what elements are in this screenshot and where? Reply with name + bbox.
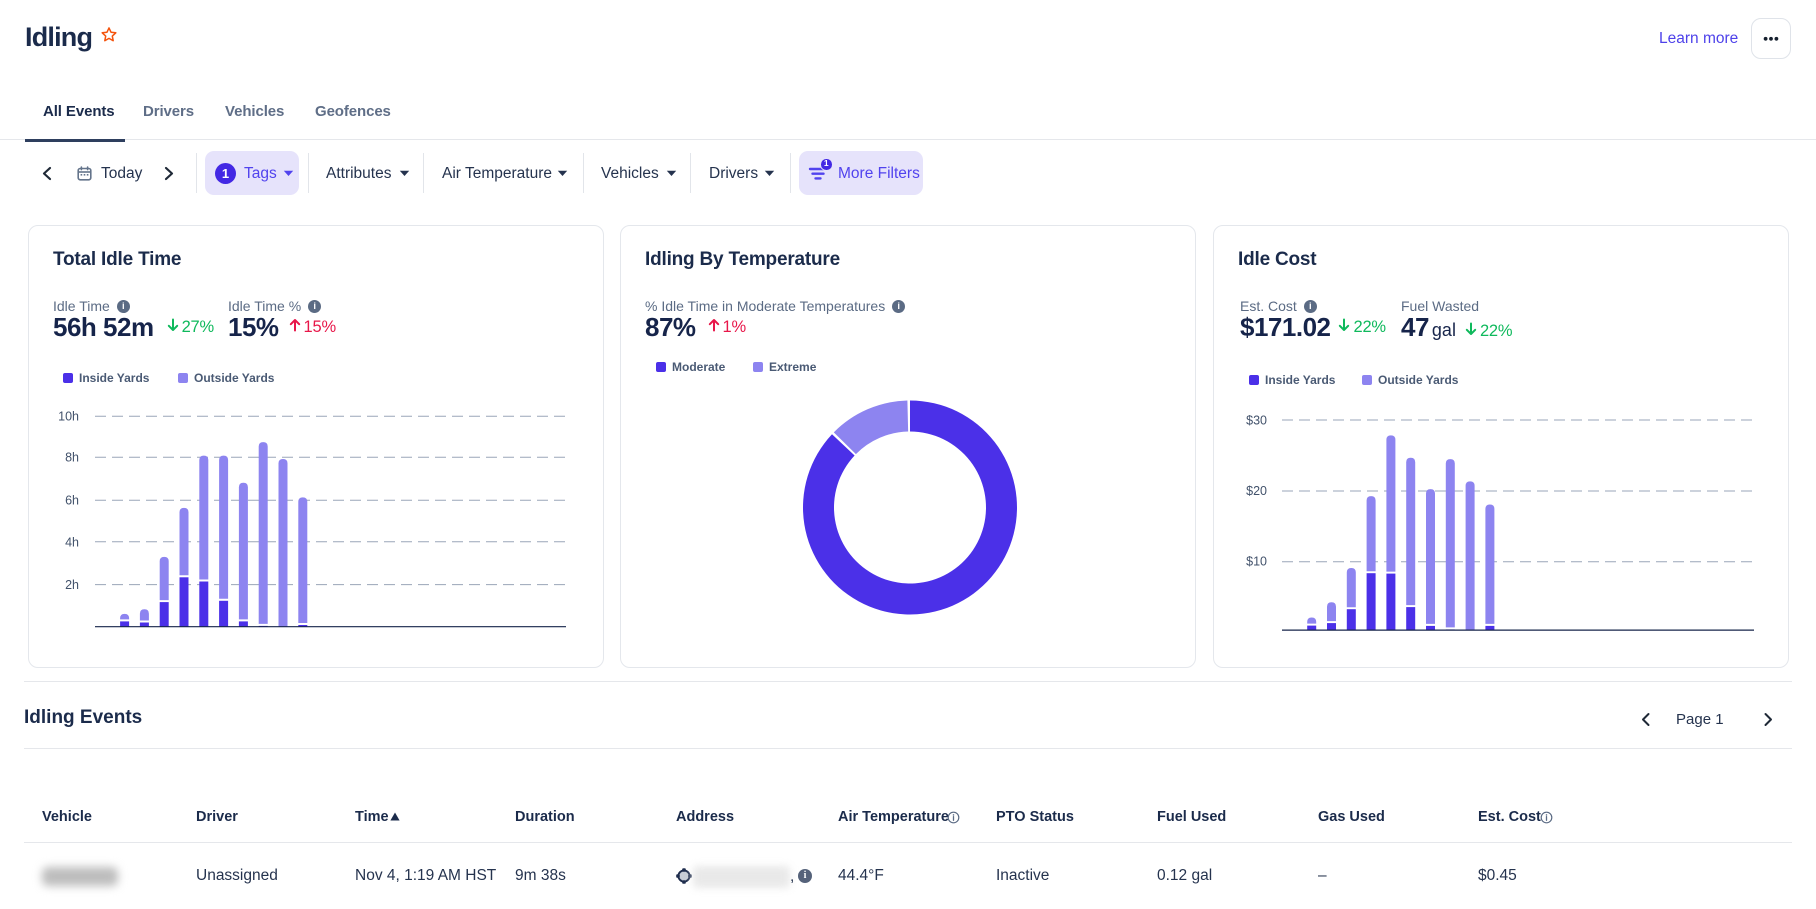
svg-text:10h: 10h [58,410,79,424]
svg-text:8h: 8h [65,451,79,465]
svg-text:2h: 2h [65,578,79,592]
svg-text:6h: 6h [65,494,79,508]
svg-text:$10: $10 [1246,555,1267,569]
svg-text:$30: $30 [1246,414,1267,428]
svg-text:4h: 4h [65,536,79,550]
svg-text:$20: $20 [1246,484,1267,498]
